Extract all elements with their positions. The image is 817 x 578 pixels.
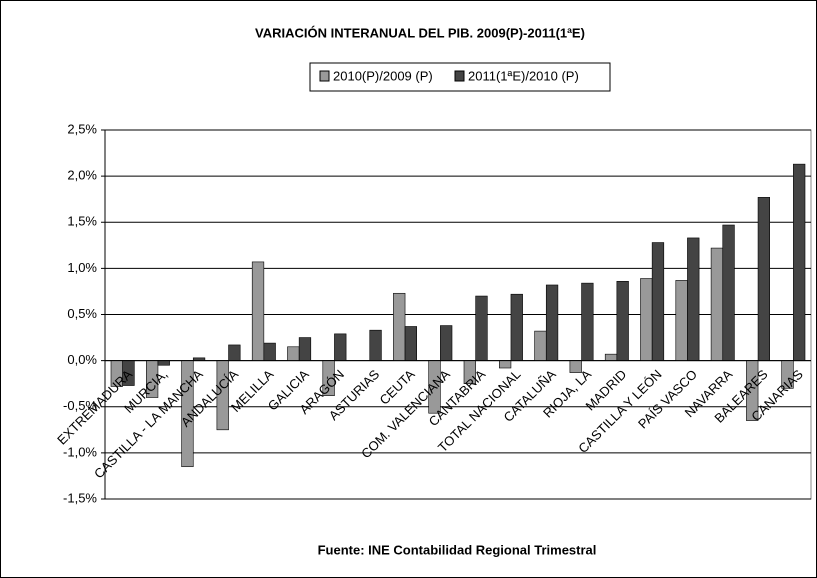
- y-tick-label: 0,5%: [67, 306, 97, 321]
- bar: [298, 337, 312, 361]
- bar: [440, 325, 453, 361]
- bar: [251, 261, 265, 361]
- legend-swatch: [319, 70, 330, 82]
- legend-label: 2011(1ªE)/2010 (P): [468, 68, 579, 83]
- y-tick-label: -0,5%: [63, 398, 97, 413]
- bar: [157, 360, 170, 366]
- y-tick-label: 0,0%: [67, 352, 97, 367]
- bar: [616, 280, 629, 361]
- chart-source: Fuente: INE Contabilidad Regional Trimes…: [318, 542, 597, 557]
- legend-swatch: [454, 70, 465, 82]
- y-tick-label: 1,0%: [67, 260, 97, 275]
- bar: [499, 360, 512, 369]
- bar: [793, 163, 806, 361]
- bar: [675, 280, 688, 361]
- bar: [687, 237, 700, 361]
- y-tick-label: 2,0%: [67, 168, 97, 183]
- bar: [510, 293, 523, 361]
- y-tick-label: -1,0%: [63, 444, 97, 459]
- bar: [757, 197, 770, 361]
- bar: [369, 329, 382, 361]
- y-tick-label: -1,5%: [63, 490, 97, 505]
- legend-label: 2010(P)/2009 (P): [333, 68, 433, 83]
- bar: [334, 333, 347, 361]
- bar: [640, 278, 653, 361]
- bar: [393, 292, 406, 361]
- bar: [545, 284, 559, 361]
- bar: [534, 330, 547, 361]
- bar: [287, 346, 300, 361]
- y-tick-label: 2,5%: [67, 121, 97, 136]
- bar: [581, 282, 594, 361]
- bar: [722, 224, 735, 361]
- bar: [475, 295, 488, 361]
- bar: [404, 326, 417, 361]
- y-tick-label: 1,5%: [67, 214, 97, 229]
- bar: [651, 242, 665, 361]
- bar: [710, 247, 724, 361]
- bar: [604, 353, 618, 361]
- bar: [263, 342, 276, 361]
- chart-title: VARIACIÓN INTERANUAL DEL PIB. 2009(P)-20…: [255, 25, 585, 40]
- bar: [228, 344, 241, 361]
